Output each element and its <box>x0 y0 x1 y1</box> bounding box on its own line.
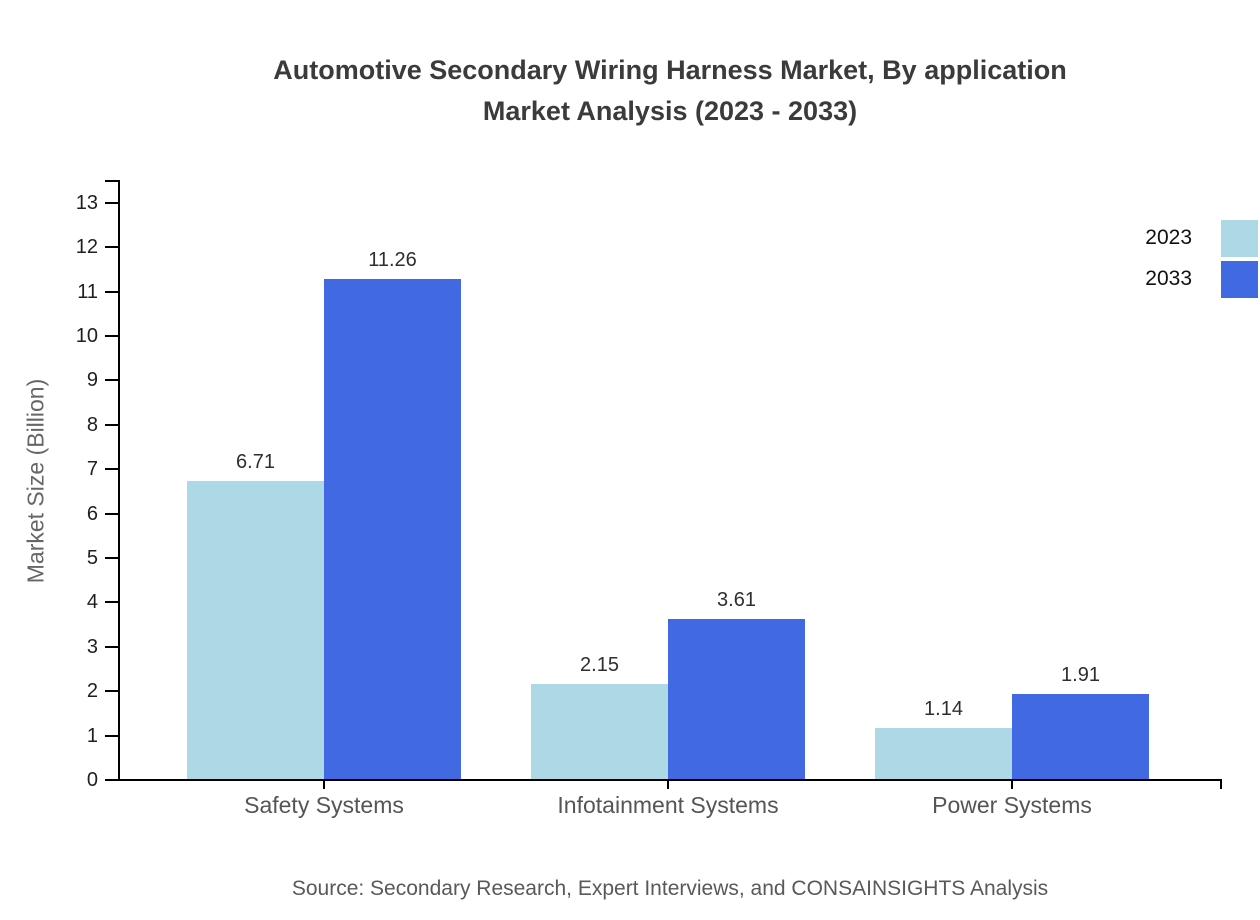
bar-value-2023-power-systems: 1.14 <box>924 698 963 720</box>
y-tick-mark-1 <box>105 734 118 737</box>
legend-label-2033: 2033 <box>1145 267 1192 290</box>
bar-value-2023-safety-systems: 6.71 <box>236 451 275 473</box>
y-tick-mark-6 <box>105 512 118 515</box>
y-tick-mark-4 <box>105 601 118 604</box>
y-tick-mark-13 <box>105 201 118 204</box>
y-tick-label-0: 0 <box>86 769 98 791</box>
legend-label-2023: 2023 <box>1145 226 1192 249</box>
y-tick-mark-5 <box>105 557 118 559</box>
y-tick-mark-0 <box>105 779 118 781</box>
y-tick-label-7: 7 <box>86 458 98 481</box>
y-axis-end-tick <box>105 180 118 182</box>
y-tick-label-3: 3 <box>86 635 98 658</box>
y-tick-mark-8 <box>105 423 118 426</box>
x-category-label-infotainment-systems: Infotainment Systems <box>557 792 779 818</box>
y-tick-label-8: 8 <box>86 413 98 436</box>
source-note: Source: Secondary Research, Expert Inter… <box>291 877 1049 900</box>
y-tick-mark-12 <box>105 246 118 249</box>
y-tick-label-6: 6 <box>86 502 98 525</box>
x-tick-mark-safety-systems <box>323 779 325 789</box>
chart-title: Automotive Secondary Wiring Harness Mark… <box>80 50 1260 132</box>
y-tick-label-5: 5 <box>86 547 98 569</box>
bar-2023-power-systems <box>875 728 1012 779</box>
bar-2033-power-systems <box>1012 694 1149 779</box>
plot-area: 0 1 2 3 4 5 6 7 8 9 10 11 12 13 Safety Systems 6.71 11.2… <box>76 180 1222 818</box>
legend-swatch-2023 <box>1221 219 1258 257</box>
x-axis-line <box>118 779 1222 781</box>
y-tick-label-11: 11 <box>77 280 98 303</box>
y-tick-label-12: 12 <box>75 236 98 259</box>
bar-value-2023-infotainment-systems: 2.15 <box>580 654 619 676</box>
x-category-label-power-systems: Power Systems <box>932 792 1092 818</box>
y-axis-line <box>118 180 120 781</box>
y-tick-label-1: 1 <box>86 724 98 747</box>
bar-value-2033-infotainment-systems: 3.61 <box>717 589 756 611</box>
bar-2023-infotainment-systems <box>531 684 668 779</box>
y-tick-label-9: 9 <box>86 369 98 392</box>
y-tick-mark-9 <box>105 379 118 382</box>
x-tick-mark-infotainment-systems <box>667 779 669 789</box>
y-tick-mark-11 <box>105 290 118 293</box>
y-tick-mark-7 <box>105 468 118 471</box>
y-tick-label-13: 13 <box>75 191 98 214</box>
bar-2023-safety-systems <box>187 481 324 779</box>
bar-2033-safety-systems <box>324 279 461 779</box>
y-tick-label-2: 2 <box>86 680 98 703</box>
legend-item-2023: 2023 <box>1145 219 1258 257</box>
y-tick-mark-10 <box>105 335 118 337</box>
y-tick-label-4: 4 <box>86 591 98 614</box>
y-tick-mark-2 <box>105 690 118 693</box>
y-tick-label-10: 10 <box>75 325 98 347</box>
chart-title-line1: Automotive Secondary Wiring Harness Mark… <box>273 55 1067 85</box>
chart-title-line2: Market Analysis (2023 - 2033) <box>482 96 858 126</box>
y-tick-mark-3 <box>105 645 118 648</box>
legend-item-2033: 2033 <box>1145 260 1258 298</box>
x-axis-end-tick <box>1220 779 1222 789</box>
bar-value-2033-safety-systems: 11.26 <box>368 249 417 271</box>
bar-2033-infotainment-systems <box>668 619 805 779</box>
bar-value-2033-power-systems: 1.91 <box>1061 664 1100 686</box>
legend-swatch-2033 <box>1221 260 1258 298</box>
x-category-label-safety-systems: Safety Systems <box>244 792 404 818</box>
x-tick-mark-power-systems <box>1011 779 1013 789</box>
